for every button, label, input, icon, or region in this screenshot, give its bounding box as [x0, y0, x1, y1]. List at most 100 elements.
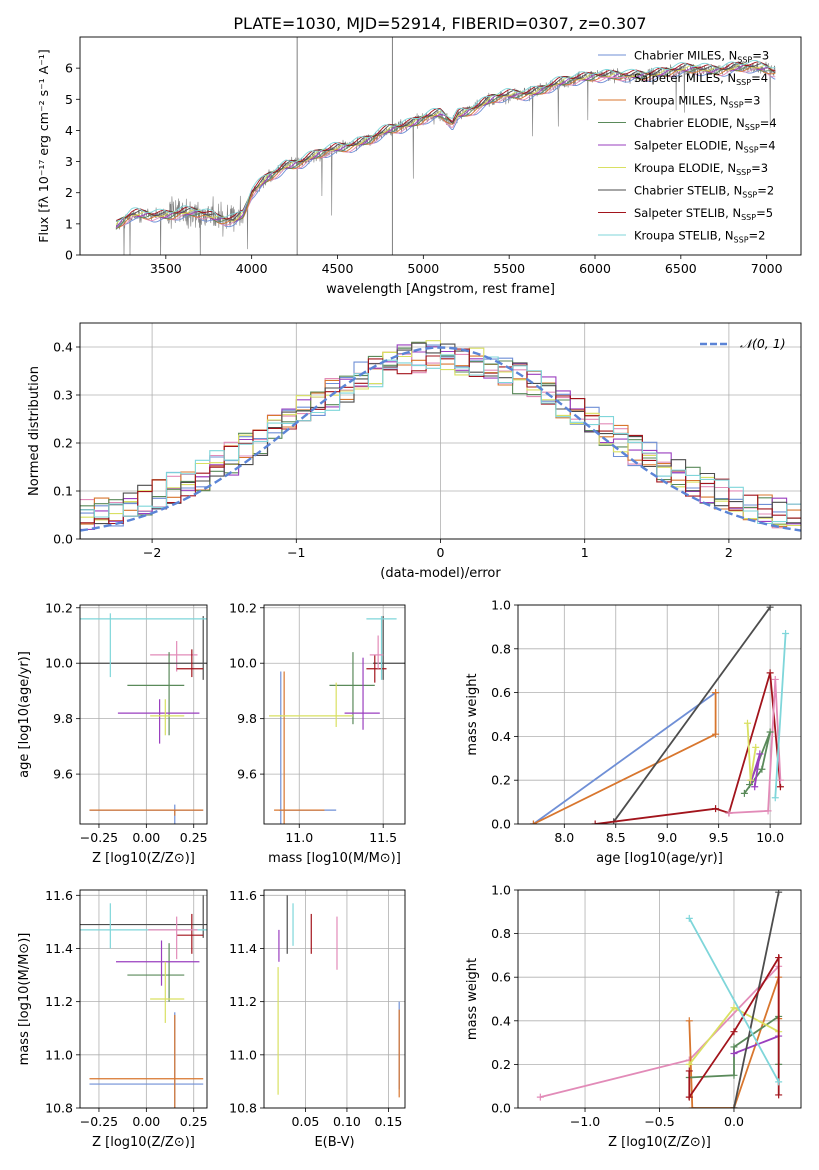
x-tick-label: 8.0: [554, 830, 574, 845]
massweight_vs_age-plot-area: [529, 605, 790, 824]
massweight_vs_Z-series-7: [688, 917, 780, 1083]
massweight_vs_age-marker: [771, 794, 779, 802]
massweight_vs_Z-xlabel: Z [log10(Z/Z⊙)]: [608, 1135, 711, 1150]
x-tick-label: 4000: [236, 261, 268, 276]
y-tick-label: 10.8: [229, 1101, 257, 1116]
massweight_vs_Z-ylabel: mass weight: [465, 958, 480, 1040]
massweight_vs_age-marker: [766, 728, 774, 736]
massweight_vs_age-series-4: [728, 679, 782, 814]
y-tick-label: 11.6: [45, 888, 73, 903]
massweight_vs_Z-marker: [685, 1017, 693, 1025]
massweight_vs_age-marker: [712, 730, 720, 738]
age_vs_mass-xlabel: mass [log10(M/M⊙)]: [268, 851, 401, 866]
y-tick-label: 9.6: [237, 767, 257, 782]
x-tick-label: −0.5: [644, 1114, 674, 1129]
massweight_vs_Z-marker: [688, 1104, 696, 1108]
y-tick-label: 0.4: [53, 340, 73, 355]
y-tick-label: 10.2: [45, 600, 73, 615]
massweight_vs_age-marker: [771, 675, 779, 683]
y-tick-label: 6: [65, 61, 73, 76]
y-tick-label: 0.1: [53, 484, 73, 499]
massweight_vs_age-marker: [746, 781, 754, 789]
age_vs_Z-frame: [79, 604, 208, 825]
hist-ylabel: Normed distribution: [27, 366, 42, 496]
x-tick-label: −2: [143, 545, 161, 560]
y-tick-label: 3: [65, 154, 73, 169]
age_vs_Z-axes: −0.25 0.00 0.25 9.6 9.8 10.0 10.2: [45, 600, 207, 845]
massweight_vs_age-marker: [740, 789, 748, 797]
y-tick-label: 0: [65, 248, 73, 263]
massweight_vs_Z-marker: [685, 1060, 693, 1068]
y-tick-label: 11.4: [229, 941, 257, 956]
mass_vs_ebv-plot-area: [277, 895, 400, 1098]
massweight_vs_age-marker: [529, 820, 537, 824]
x-tick-label: 0.15: [374, 1114, 402, 1129]
x-tick-label: 0.05: [292, 1114, 320, 1129]
spectrum-ylabel: Flux [fλ 10⁻¹⁷ erg cm⁻² s⁻¹ A⁻¹]: [36, 49, 51, 242]
massweight_vs_Z-marker: [685, 1067, 693, 1075]
x-tick-label: 7000: [751, 261, 783, 276]
figure-title: PLATE=1030, MJD=52914, FIBERID=0307, z=0…: [233, 14, 646, 33]
massweight_vs_age-marker: [751, 783, 759, 791]
y-tick-label: 11.4: [45, 941, 73, 956]
legend-label: Salpeter STELIB, NSSP=5: [634, 206, 773, 222]
massweight_vs_Z-frame: [517, 889, 802, 1109]
massweight_vs_age-marker: [766, 605, 774, 611]
y-tick-label: 9.8: [53, 711, 73, 726]
massweight_vs_age-marker: [591, 820, 599, 824]
massweight_vs_age-marker: [764, 807, 772, 815]
x-tick-label: 0.00: [132, 1114, 160, 1129]
x-tick-label: 4500: [322, 261, 354, 276]
y-tick-label: 11.2: [45, 994, 73, 1009]
x-tick-label: −1.0: [570, 1114, 600, 1129]
mass_vs_ebv-axes: 0.05 0.10 0.15 10.8 11.0 11.2 11.4 11.6: [229, 888, 405, 1129]
massweight_vs_Z-marker: [775, 1078, 783, 1086]
y-tick-label: 2: [65, 185, 73, 200]
x-tick-label: 0: [437, 545, 445, 560]
x-tick-label: 1: [581, 545, 589, 560]
y-tick-label: 1.0: [491, 598, 511, 613]
massweight_vs_age-marker: [743, 719, 751, 727]
y-tick-label: 0.2: [491, 773, 511, 788]
massweight_vs_Z-series-5: [733, 892, 780, 1108]
massweight_vs_age-marker: [725, 809, 733, 817]
y-tick-label: 0.0: [491, 1101, 511, 1116]
age_vs_Z-plot-area: [80, 613, 207, 824]
y-tick-label: 11.2: [229, 994, 257, 1009]
age_vs_mass-plot-area: [269, 616, 405, 824]
x-tick-label: 5000: [407, 261, 439, 276]
y-tick-label: 0.3: [53, 388, 73, 403]
x-tick-label: 6500: [665, 261, 697, 276]
massweight_vs_age-marker: [712, 689, 720, 697]
x-tick-label: 5500: [493, 261, 525, 276]
mass_vs_ebv-xlabel: E(B-V): [314, 1135, 354, 1150]
massweight_vs_age-series-0: [532, 691, 717, 824]
y-tick-label: 11.6: [229, 888, 257, 903]
gauss-legend-label: 𝒩(0, 1): [740, 336, 786, 351]
massweight_vs_age-marker: [758, 765, 766, 773]
y-tick-label: 4: [65, 123, 73, 138]
x-tick-label: 6000: [579, 261, 611, 276]
massweight_vs_age-series-5: [774, 633, 787, 798]
x-tick-label: 10.0: [756, 830, 784, 845]
legend-label: Chabrier STELIB, NSSP=2: [634, 184, 774, 200]
massweight_vs_age-frame: [517, 604, 802, 825]
x-tick-label: 11.5: [369, 830, 397, 845]
massweight_vs_age-marker: [747, 776, 755, 784]
massweight_vs_Z-marker: [685, 1093, 693, 1101]
mass_vs_Z-ylabel: mass [log10(M/M⊙)]: [17, 933, 32, 1066]
legend-label: Chabrier MILES, NSSP=3: [634, 49, 769, 65]
legend-label: Chabrier ELODIE, NSSP=4: [634, 116, 777, 132]
massweight_vs_age-ylabel: mass weight: [465, 673, 480, 755]
y-tick-label: 10.0: [45, 656, 73, 671]
massweight_vs_Z-marker: [730, 1050, 738, 1057]
mass_vs_ebv-frame: [263, 889, 406, 1109]
gaussian-reference: [80, 346, 801, 532]
spectrum-xlabel: wavelength [Angstrom, rest frame]: [326, 282, 555, 297]
x-tick-label: 0.25: [180, 1114, 208, 1129]
spectrum-legend: Chabrier MILES, NSSP=3 Salpeter MILES, NS…: [598, 49, 777, 245]
massweight_vs_Z-plot-area: [536, 890, 783, 1108]
massweight_vs_Z-marker: [775, 890, 783, 896]
y-tick-label: 10.2: [229, 600, 257, 615]
y-tick-label: 0.2: [491, 1057, 511, 1072]
